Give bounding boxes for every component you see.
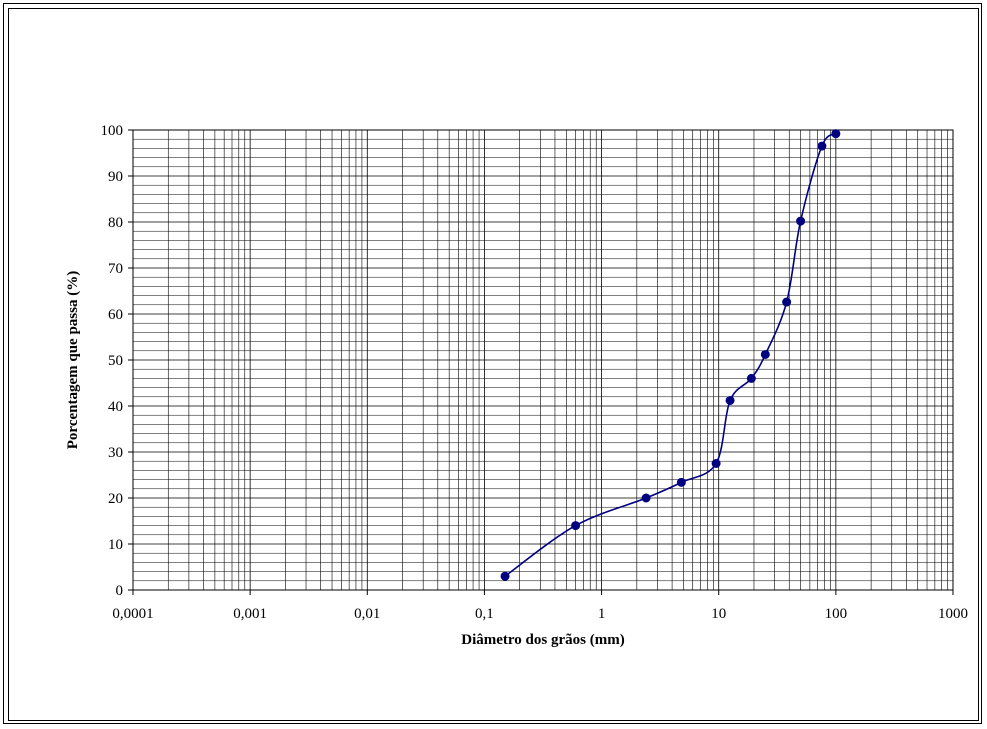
data-point [641, 493, 651, 503]
series-line [504, 132, 837, 577]
data-point [571, 521, 581, 531]
y-tick-label: 40 [108, 399, 123, 415]
y-tick-label: 20 [108, 491, 123, 507]
data-point [796, 216, 806, 226]
data-point [782, 297, 792, 307]
x-tick-label: 1000 [938, 606, 968, 622]
y-tick-label: 70 [108, 261, 123, 277]
data-point [831, 129, 841, 139]
x-tick-label: 0,001 [233, 606, 267, 622]
y-tick-label: 50 [108, 353, 123, 369]
outer-frame [3, 3, 982, 724]
data-point [676, 477, 686, 487]
y-tick-label: 100 [101, 123, 124, 139]
x-tick-label: 0,0001 [112, 606, 153, 622]
y-axis-title: Porcentagem que passa (%) [65, 271, 81, 449]
y-tick-label: 30 [108, 445, 123, 461]
data-point [725, 395, 735, 405]
x-axis-ticks: 0,0001 0,001 0,01 0,1 1 10 100 1000 [112, 590, 968, 622]
series-layer [500, 129, 841, 581]
data-point [711, 459, 721, 468]
x-tick-label: 0,1 [475, 606, 494, 622]
x-tick-label: 10 [711, 606, 726, 622]
x-tick-label: 100 [825, 606, 848, 622]
y-tick-label: 0 [116, 583, 124, 599]
data-point [500, 571, 510, 581]
y-tick-label: 80 [108, 215, 123, 231]
data-point [817, 141, 827, 151]
y-axis-ticks: 0 10 20 30 40 50 60 70 80 90 100 [101, 123, 133, 599]
data-point [746, 373, 756, 383]
data-point [760, 349, 770, 359]
y-tick-label: 10 [108, 537, 123, 553]
x-axis-title: Diâmetro dos grãos (mm) [461, 632, 624, 648]
grid [133, 130, 953, 590]
x-tick-label: 1 [598, 606, 606, 622]
chart-area-border [8, 8, 979, 721]
x-tick-label: 0,01 [354, 606, 380, 622]
y-tick-label: 90 [108, 169, 123, 185]
y-tick-label: 60 [108, 307, 123, 323]
